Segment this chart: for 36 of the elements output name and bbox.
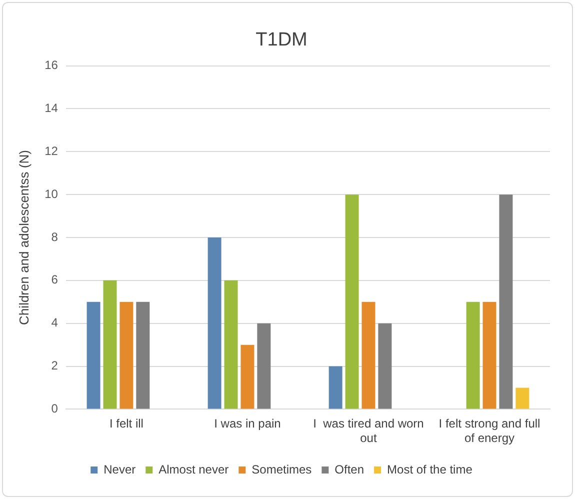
bar <box>86 302 100 409</box>
bar <box>466 302 480 409</box>
y-axis-title: Children and adolescentss (N) <box>16 150 32 325</box>
bar <box>240 344 254 409</box>
y-tick-label: 16 <box>44 58 58 72</box>
y-tick-label: 0 <box>51 402 58 416</box>
x-tick-label: I felt ill <box>109 416 144 431</box>
chart-title: T1DM <box>256 30 308 51</box>
y-tick-label: 6 <box>51 272 58 287</box>
bar <box>328 366 342 409</box>
bar <box>103 280 117 409</box>
bar <box>208 238 222 409</box>
bar <box>516 388 530 409</box>
y-tick-label: 14 <box>44 101 58 116</box>
bar <box>345 194 359 409</box>
y-tick-label: 10 <box>44 186 58 201</box>
legend-label: Sometimes <box>252 462 312 476</box>
y-tick-label: 12 <box>44 144 58 158</box>
legend-label: Most of the time <box>387 462 473 476</box>
y-tick-label: 4 <box>51 316 58 330</box>
legend-label: Often <box>334 462 364 476</box>
bar <box>378 323 392 409</box>
x-tick-label: I felt strong and full of energy <box>438 416 540 446</box>
bar <box>120 302 134 409</box>
legend-label: Never <box>104 462 136 476</box>
x-tick-label: I was tired and worn out <box>313 416 424 446</box>
bar <box>136 302 150 409</box>
bar <box>257 323 271 409</box>
bar <box>362 302 376 409</box>
bar <box>482 302 496 409</box>
y-tick-label: 2 <box>51 358 58 373</box>
bar <box>499 194 513 409</box>
legend-label: Almost never <box>158 462 229 476</box>
bar <box>224 280 238 409</box>
x-tick-label: I was in pain <box>214 416 281 431</box>
y-tick-label: 8 <box>51 230 58 244</box>
